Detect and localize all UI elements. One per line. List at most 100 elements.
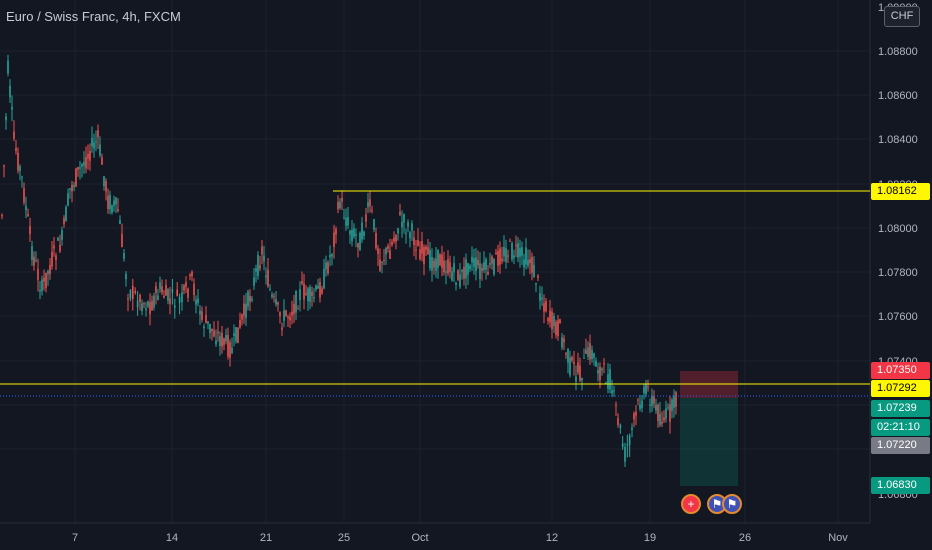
candle-body: [609, 369, 611, 390]
candle-body: [579, 365, 581, 381]
candle-body: [665, 408, 667, 419]
candle-body: [159, 282, 161, 290]
candle-body: [153, 295, 155, 308]
candle-body: [497, 251, 499, 266]
candle-body: [545, 301, 547, 312]
time-tick: 19: [644, 532, 656, 544]
candle-body: [393, 237, 395, 242]
candle-body: [673, 395, 675, 408]
candle-body: [483, 261, 485, 271]
bid-price-badge: 1.07220: [871, 437, 930, 454]
time-tick: Nov: [828, 532, 848, 544]
time-axis[interactable]: 7 14 21 25 Oct 12 19 26 Nov: [72, 532, 848, 544]
candle-body: [189, 274, 191, 277]
candle-body: [643, 386, 645, 394]
candle-body: [205, 315, 207, 323]
candle-body: [307, 288, 309, 302]
candle-body: [203, 326, 205, 329]
candle-body: [253, 277, 255, 286]
candle-body: [15, 148, 17, 152]
candle-body: [624, 446, 626, 462]
candle-body: [493, 259, 495, 275]
candle-body: [611, 390, 613, 394]
candle-body: [357, 243, 359, 248]
candle-body: [269, 288, 271, 290]
candle-body: [519, 248, 521, 257]
take-profit-zone[interactable]: [680, 398, 738, 486]
candle-body: [593, 353, 595, 358]
time-tick: Oct: [411, 532, 428, 544]
candle-body: [553, 315, 555, 327]
candle-body: [381, 261, 383, 263]
candle-body: [23, 188, 25, 203]
candle-body: [429, 250, 431, 269]
candle-body: [649, 404, 651, 406]
candle-body: [517, 243, 519, 258]
candle-body: [445, 271, 447, 273]
candle-body: [628, 435, 631, 446]
candle-body: [199, 310, 201, 315]
candle-body: [281, 327, 283, 330]
symbol-title[interactable]: Euro / Swiss Franc, 4h, FXCM: [6, 9, 181, 24]
candle-body: [229, 342, 231, 358]
candle-body: [81, 164, 83, 167]
candle-body: [107, 195, 109, 209]
candle-body: [21, 176, 23, 178]
candle-body: [215, 340, 217, 345]
candle-body: [551, 311, 553, 330]
candle-body: [607, 374, 609, 389]
candle-body: [297, 308, 299, 310]
candle-body: [299, 289, 301, 301]
candle-body: [433, 260, 435, 268]
candle-body: [134, 291, 136, 293]
currency-button[interactable]: CHF: [884, 6, 920, 27]
candle-body: [477, 259, 479, 266]
candle-body: [507, 255, 509, 257]
candle-body: [501, 258, 503, 262]
price-tick: 1.08400: [878, 134, 918, 146]
candle-body: [423, 247, 425, 265]
candle-body: [523, 259, 525, 268]
candle-body: [267, 269, 269, 287]
candle-body: [77, 167, 79, 170]
candle-body: [57, 237, 59, 241]
plus-circle-icon[interactable]: +: [681, 494, 701, 514]
candle-body: [413, 237, 415, 246]
candle-body: [259, 265, 261, 269]
candle-body: [191, 271, 193, 277]
candle-body: [637, 399, 639, 401]
candle-body: [569, 357, 571, 376]
candle-body: [225, 334, 227, 342]
horizontal-line-lower-badge: 1.07292: [871, 380, 930, 397]
candle-body: [295, 291, 297, 313]
candle-body: [633, 413, 635, 420]
time-tick: 7: [72, 532, 78, 544]
candle-body: [403, 214, 405, 223]
candle-body: [31, 246, 33, 261]
candle-body: [178, 297, 181, 303]
time-tick: 25: [338, 532, 350, 544]
flag-icon[interactable]: ⚑: [722, 494, 742, 514]
candle-body: [187, 288, 189, 298]
candle-body: [451, 271, 453, 281]
candle-body: [621, 443, 624, 447]
candle-body: [113, 200, 115, 206]
candle-body: [149, 302, 151, 315]
candle-body: [461, 269, 463, 272]
candle-body: [29, 226, 31, 235]
candle-body: [283, 310, 285, 321]
candle-body: [319, 282, 321, 298]
candle-body: [419, 249, 421, 260]
candle-body: [509, 240, 511, 242]
candle-body: [365, 214, 367, 222]
candle-body: [626, 444, 629, 446]
candle-body: [663, 417, 665, 421]
candle-body: [391, 242, 393, 245]
candle-body: [439, 254, 441, 266]
candle-body: [165, 285, 167, 296]
candle-body: [33, 256, 35, 266]
candle-body: [657, 404, 659, 421]
candle-body: [59, 244, 61, 252]
